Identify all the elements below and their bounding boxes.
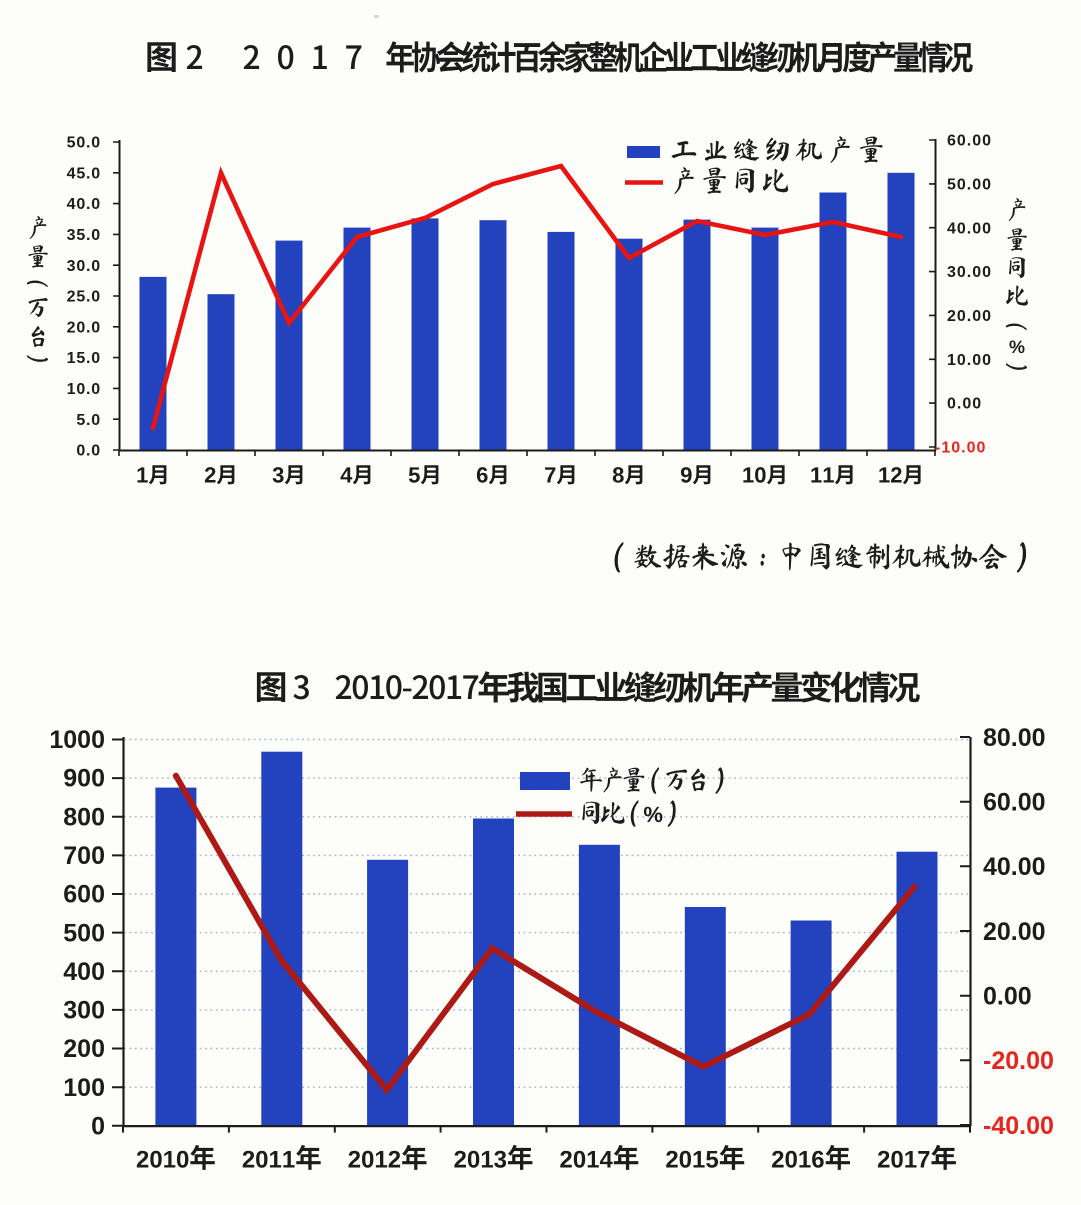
- svg-text:500: 500: [63, 919, 105, 947]
- svg-text:100: 100: [63, 1074, 105, 1102]
- svg-text:20.00: 20.00: [947, 308, 992, 325]
- svg-text:60.00: 60.00: [983, 788, 1046, 816]
- svg-text:40.00: 40.00: [983, 853, 1046, 881]
- svg-text:900: 900: [63, 765, 105, 793]
- svg-text:0.0: 0.0: [76, 443, 101, 460]
- svg-text:40.0: 40.0: [67, 196, 101, 213]
- svg-text:20.00: 20.00: [983, 918, 1046, 946]
- svg-text:10.0: 10.0: [67, 381, 101, 398]
- svg-text:50.00: 50.00: [947, 176, 992, 193]
- svg-text:0: 0: [91, 1112, 105, 1140]
- svg-text:45.0: 45.0: [67, 165, 101, 182]
- svg-text:15.0: 15.0: [67, 350, 101, 367]
- svg-text:50.0: 50.0: [67, 135, 101, 152]
- svg-text:80.00: 80.00: [983, 724, 1046, 752]
- svg-text:30.0: 30.0: [67, 258, 101, 275]
- svg-text:600: 600: [63, 881, 105, 909]
- svg-text:-10.00: -10.00: [935, 440, 986, 457]
- svg-text:-40.00: -40.00: [983, 1112, 1054, 1140]
- svg-text:0.00: 0.00: [947, 396, 982, 413]
- svg-text:5.0: 5.0: [76, 412, 101, 429]
- svg-text:25.0: 25.0: [67, 289, 101, 306]
- svg-text:10.00: 10.00: [947, 352, 992, 369]
- svg-text:300: 300: [63, 997, 105, 1025]
- svg-text:200: 200: [63, 1035, 105, 1063]
- svg-text:800: 800: [63, 803, 105, 831]
- svg-text:60.00: 60.00: [947, 133, 992, 150]
- svg-text:0.00: 0.00: [983, 982, 1032, 1010]
- svg-text:-20.00: -20.00: [983, 1047, 1054, 1075]
- svg-text:20.0: 20.0: [67, 319, 101, 336]
- svg-text:400: 400: [63, 958, 105, 986]
- svg-text:700: 700: [63, 842, 105, 870]
- svg-text:1000: 1000: [49, 726, 105, 754]
- svg-text:30.00: 30.00: [947, 264, 992, 281]
- svg-text:40.00: 40.00: [947, 220, 992, 237]
- svg-text:35.0: 35.0: [67, 227, 101, 244]
